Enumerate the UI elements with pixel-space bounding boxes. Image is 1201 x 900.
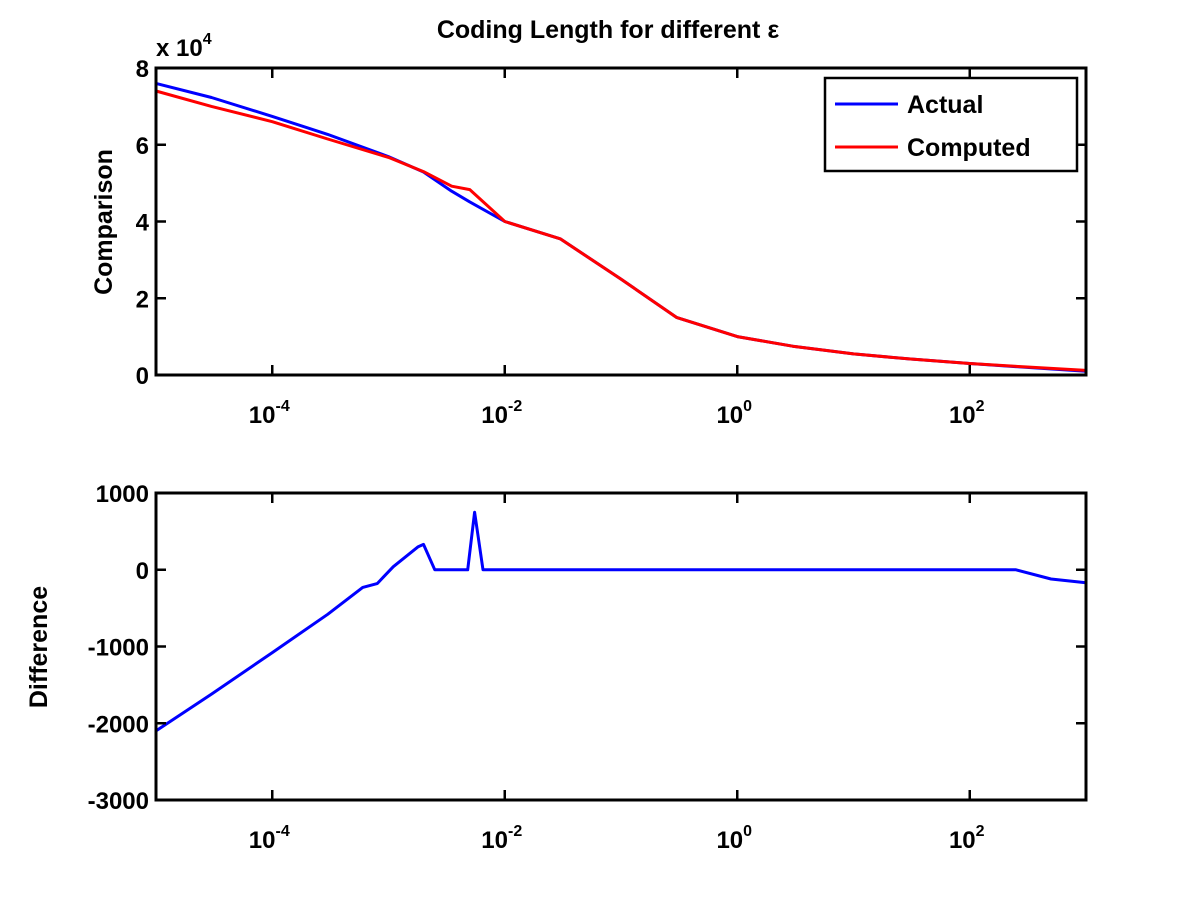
- top-y-tick-label: 4: [136, 210, 150, 237]
- top-plot-frame: [154, 66, 1088, 377]
- top-y-tick-label: 8: [136, 56, 149, 83]
- top-series-line-computed: [155, 89, 1087, 372]
- top-x-tick-label: 102: [949, 398, 985, 429]
- bottom-x-tick-label: 100: [716, 823, 752, 854]
- bottom-plot-frame: [154, 491, 1088, 802]
- bottom-y-axis-title: Difference: [25, 586, 53, 708]
- top-x-tick-label: 100: [716, 398, 752, 429]
- bottom-y-tick-label: 0: [136, 558, 149, 585]
- bottom-series-group: [155, 510, 1087, 733]
- legend-label-computed: Computed: [907, 134, 1031, 162]
- legend-box: [823, 76, 1079, 173]
- top-x-tick-label: 10-2: [481, 398, 522, 429]
- top-series-group: [155, 81, 1087, 373]
- top-y-tick-label: 2: [136, 286, 149, 313]
- top-y-tick-label: 6: [136, 133, 149, 160]
- legend-label-actual: Actual: [907, 91, 983, 119]
- bottom-y-tick-label: -3000: [88, 788, 149, 815]
- chart-title: Coding Length for different ε: [437, 16, 780, 44]
- top-y-exponent: x 104: [156, 31, 212, 62]
- bottom-x-tick-label: 10-4: [249, 823, 290, 854]
- top-y-tick-label: 0: [136, 363, 149, 390]
- bottom-plot-area: [156, 493, 1086, 800]
- bottom-y-tick-label: 1000: [96, 481, 149, 508]
- top-plot: 0 2 4 6 8 10-4 10-2 100 102 x 104 Comparison Act…: [90, 31, 1088, 429]
- bottom-y-tick-label: -1000: [88, 635, 149, 662]
- bottom-y-tick-label: -2000: [88, 711, 149, 738]
- bottom-plot: -3000 -2000 -1000 0 1000 10-4 10-2 100 102 Diffe…: [25, 481, 1088, 854]
- top-x-tick-label: 10-4: [249, 398, 290, 429]
- bottom-ticks-group: -3000 -2000 -1000 0 1000 10-4 10-2 100 102: [88, 481, 1086, 854]
- bottom-series-line-difference: [155, 510, 1087, 733]
- top-y-axis-title: Comparison: [90, 149, 118, 295]
- top-ticks-group: 0 2 4 6 8 10-4 10-2 100 102: [136, 56, 1086, 429]
- bottom-x-tick-label: 10-2: [481, 823, 522, 854]
- legend: Actual Computed: [823, 76, 1079, 173]
- bottom-x-tick-label: 102: [949, 823, 985, 854]
